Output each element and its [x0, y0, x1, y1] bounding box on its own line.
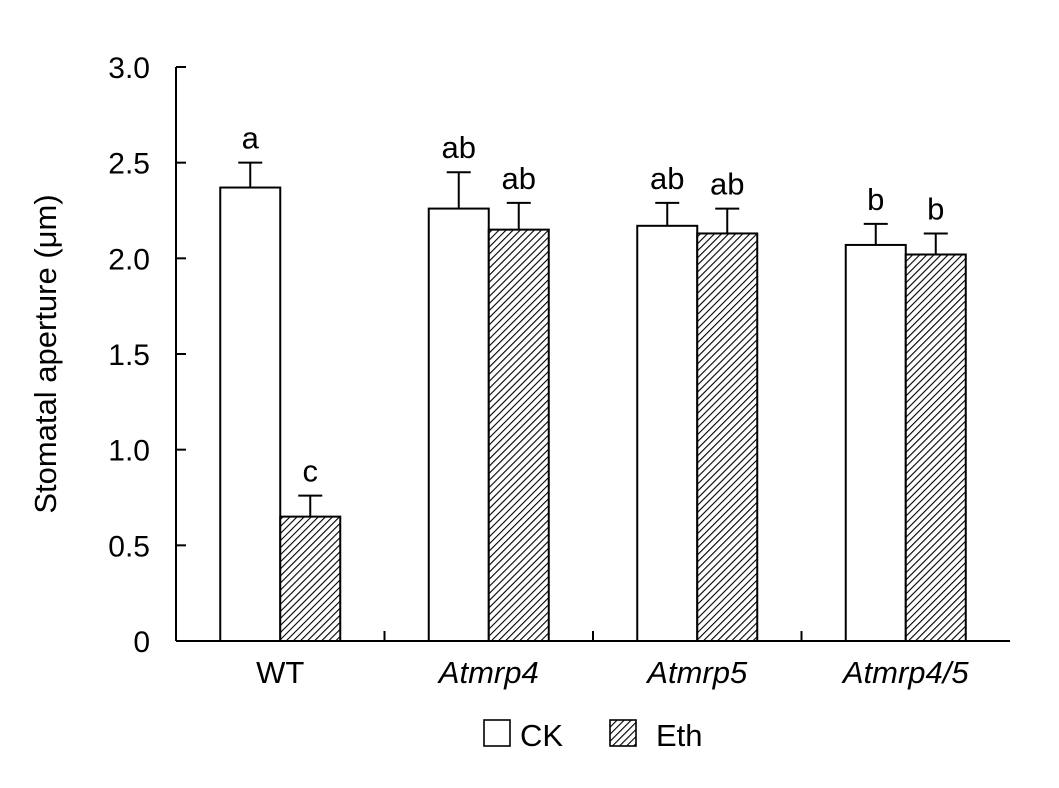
bar-ck [219, 186, 282, 642]
bar-eth [696, 232, 759, 643]
category-label: Atmrp5 [645, 655, 748, 690]
significance-label: ab [442, 130, 476, 165]
y-tick-label: 2.0 [108, 243, 150, 276]
significance-label: b [867, 182, 884, 217]
legend: CK Eth [483, 718, 703, 753]
y-tick-label: 1.0 [108, 435, 150, 468]
legend-swatch-eth [609, 719, 637, 747]
bar-group [219, 186, 967, 643]
legend-swatch-ck [483, 719, 511, 747]
bar-eth [487, 228, 550, 642]
legend-label-ck: CK [520, 718, 563, 753]
bar-eth [279, 515, 342, 643]
significance-label: ab [502, 161, 536, 196]
y-tick-label: 0.5 [108, 530, 150, 563]
bar-ck [636, 224, 699, 642]
category-label: WT [256, 655, 304, 690]
error-bar-group [238, 161, 948, 517]
legend-label-eth: Eth [656, 718, 703, 753]
significance-label: b [927, 191, 944, 226]
bar-ck [844, 243, 907, 642]
significance-label: c [303, 454, 319, 489]
category-label: Atmrp4 [437, 655, 539, 690]
category-label: Atmrp4/5 [841, 655, 970, 690]
bar-ck [427, 207, 490, 642]
category-label-group: WT Atmrp4 Atmrp5 Atmrp4/5 [256, 631, 969, 690]
y-tick-label: 0 [133, 626, 150, 659]
significance-label: ab [650, 161, 684, 196]
y-tick-label: 1.5 [108, 339, 150, 372]
y-tick-label: 3.0 [108, 52, 150, 85]
y-axis-label: Stomatal aperture (μm) [28, 194, 63, 513]
y-tick-group: 0 0.5 1.0 1.5 2.0 2.5 3.0 [108, 52, 186, 659]
significance-label: a [242, 121, 260, 156]
bar-eth [904, 253, 967, 643]
y-tick-label: 2.5 [108, 148, 150, 181]
significance-label: ab [710, 167, 744, 202]
